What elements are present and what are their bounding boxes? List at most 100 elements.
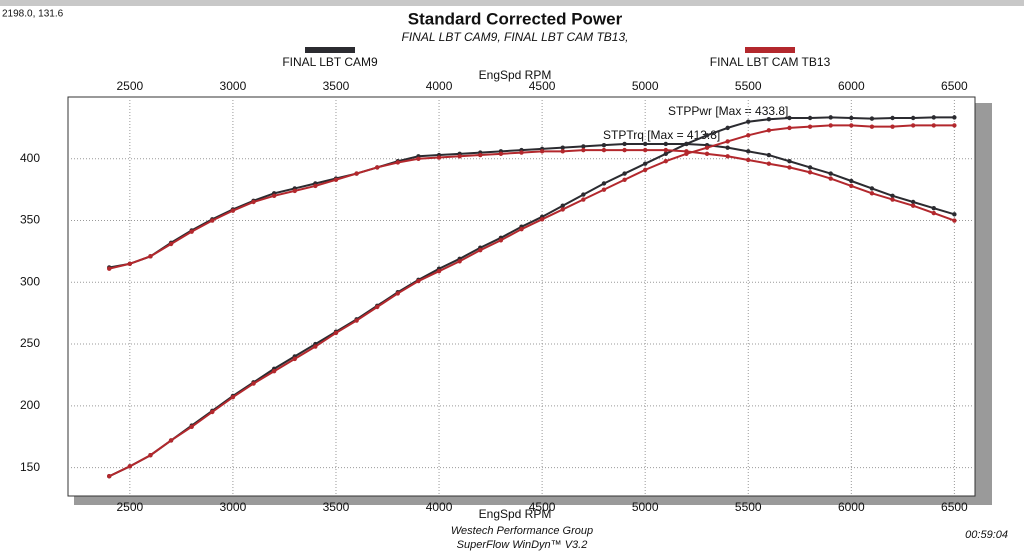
data-point <box>869 186 875 191</box>
data-point <box>127 464 133 469</box>
data-point <box>663 159 668 164</box>
data-point <box>890 193 895 199</box>
data-point <box>890 197 895 202</box>
data-point <box>869 124 875 129</box>
data-point <box>766 117 772 122</box>
data-point <box>313 183 318 189</box>
data-point <box>704 151 710 157</box>
plot-area <box>67 96 976 497</box>
data-point <box>622 141 627 147</box>
data-point <box>354 318 359 323</box>
y-tick-label: 200 <box>20 398 40 412</box>
data-point <box>787 115 792 121</box>
data-point <box>642 167 648 173</box>
x-tick-label: 6000 <box>838 79 865 93</box>
data-point <box>931 115 936 120</box>
legend-swatch <box>305 47 355 53</box>
data-point <box>952 218 957 223</box>
x-tick-label: 3500 <box>323 500 350 514</box>
data-point <box>704 133 710 138</box>
data-point <box>581 197 586 202</box>
data-point <box>766 128 772 133</box>
data-point <box>107 266 112 271</box>
data-point <box>189 424 194 430</box>
data-point <box>230 208 236 213</box>
data-point <box>663 151 668 157</box>
y-tick-label: 250 <box>20 336 40 350</box>
data-point <box>436 268 442 274</box>
data-line <box>108 149 955 270</box>
x-tick-label: 6000 <box>838 500 865 514</box>
data-point <box>333 330 339 336</box>
data-point <box>642 161 648 166</box>
data-point <box>539 217 545 222</box>
data-point <box>601 187 607 192</box>
x-tick-label: 4500 <box>529 500 556 514</box>
data-point <box>560 203 565 208</box>
data-point <box>395 160 401 165</box>
x-tick-label: 3000 <box>220 500 247 514</box>
data-point <box>849 115 854 121</box>
data-point <box>539 149 545 154</box>
chart-title: Standard Corrected Power <box>408 9 623 28</box>
data-point <box>375 304 380 310</box>
data-point <box>890 115 895 121</box>
data-point <box>251 381 256 386</box>
data-point <box>766 161 772 166</box>
data-point <box>684 149 689 154</box>
data-point <box>746 157 751 163</box>
data-point <box>395 291 401 296</box>
data-point <box>684 141 689 147</box>
x-tick-label: 6500 <box>941 500 968 514</box>
data-point <box>622 147 627 153</box>
annotation: STPTrq [Max = 413.8] <box>603 128 720 142</box>
data-point <box>519 150 524 155</box>
data-point <box>251 199 256 205</box>
menu-bar <box>0 0 1024 6</box>
chart-subtitle: FINAL LBT CAM9, FINAL LBT CAM TB13, <box>402 30 629 44</box>
x-axis-title: EngSpd RPM <box>479 68 552 82</box>
x-tick-label: 4500 <box>529 79 556 93</box>
data-point <box>333 177 339 182</box>
data-point <box>828 171 833 176</box>
data-point <box>601 181 607 186</box>
data-point <box>787 125 792 131</box>
x-tick-label: 6500 <box>941 79 968 93</box>
data-point <box>560 145 565 150</box>
data-point <box>622 171 627 176</box>
data-point <box>725 125 730 131</box>
data-point <box>931 205 936 211</box>
data-point <box>828 115 833 120</box>
data-point <box>704 145 710 150</box>
data-point <box>890 124 895 129</box>
data-point <box>849 123 854 128</box>
y-tick-label: 400 <box>20 151 40 165</box>
data-point <box>230 394 236 400</box>
data-point <box>807 165 813 170</box>
data-point <box>910 199 916 205</box>
data-line <box>108 116 955 478</box>
y-tick-label: 150 <box>20 460 40 474</box>
x-tick-label: 2500 <box>116 500 143 514</box>
data-point <box>189 229 194 234</box>
data-point <box>560 207 565 212</box>
data-point <box>168 438 174 443</box>
data-point <box>952 212 957 217</box>
data-point <box>498 238 504 243</box>
data-point <box>725 145 730 150</box>
data-point <box>910 115 916 121</box>
data-point <box>725 154 730 159</box>
y-tick-label: 350 <box>20 213 40 227</box>
data-point <box>107 474 112 479</box>
x-tick-label: 3500 <box>323 79 350 93</box>
data-point <box>787 165 792 170</box>
x-tick-label: 4000 <box>426 79 453 93</box>
data-point <box>807 115 813 121</box>
data-point <box>519 226 524 232</box>
data-point <box>271 369 277 374</box>
data-point <box>828 123 833 128</box>
footer: Westech Performance Group <box>451 525 593 537</box>
data-point <box>787 159 792 164</box>
data-point <box>952 115 957 120</box>
